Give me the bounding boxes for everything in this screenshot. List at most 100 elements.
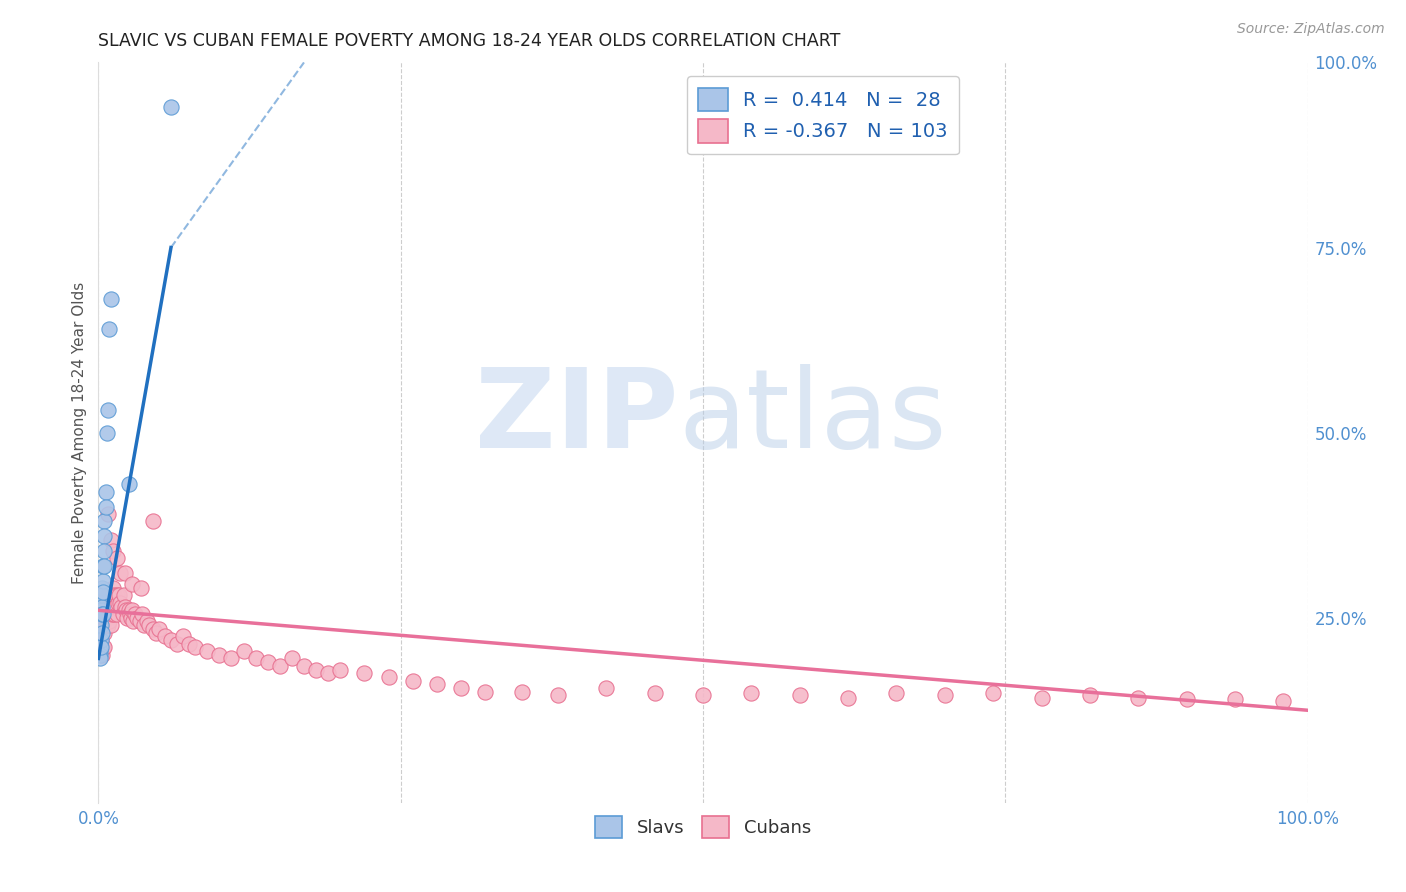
- Point: [138, 618, 160, 632]
- Point: [91, 648, 114, 662]
- Point: [91, 589, 114, 603]
- Point: [91, 607, 114, 621]
- Point: [91, 607, 114, 621]
- Point: [97, 589, 120, 603]
- Point: [1272, 693, 1295, 707]
- Point: [172, 629, 194, 643]
- Point: [450, 681, 472, 695]
- Point: [103, 589, 125, 603]
- Point: [91, 640, 114, 655]
- Point: [90, 632, 112, 647]
- Point: [135, 615, 157, 629]
- Point: [89, 651, 111, 665]
- Point: [129, 581, 152, 595]
- Point: [97, 403, 120, 417]
- Point: [134, 618, 156, 632]
- Point: [100, 618, 122, 632]
- Point: [837, 690, 859, 705]
- Point: [97, 603, 120, 617]
- Point: [107, 596, 129, 610]
- Point: [100, 589, 122, 603]
- Point: [101, 544, 124, 558]
- Point: [269, 658, 291, 673]
- Point: [97, 507, 120, 521]
- Point: [292, 658, 315, 673]
- Point: [94, 603, 117, 617]
- Point: [245, 651, 267, 665]
- Point: [89, 648, 111, 662]
- Point: [93, 558, 115, 573]
- Point: [97, 618, 120, 632]
- Legend: Slavs, Cubans: Slavs, Cubans: [588, 809, 818, 846]
- Point: [93, 610, 115, 624]
- Point: [111, 607, 134, 621]
- Point: [101, 581, 124, 595]
- Point: [101, 599, 124, 614]
- Point: [208, 648, 231, 662]
- Text: SLAVIC VS CUBAN FEMALE POVERTY AMONG 18-24 YEAR OLDS CORRELATION CHART: SLAVIC VS CUBAN FEMALE POVERTY AMONG 18-…: [98, 32, 841, 50]
- Point: [595, 681, 617, 695]
- Point: [131, 607, 153, 621]
- Point: [644, 686, 666, 700]
- Point: [1031, 690, 1053, 705]
- Point: [221, 651, 243, 665]
- Point: [96, 610, 118, 624]
- Point: [118, 477, 141, 491]
- Point: [114, 566, 136, 581]
- Point: [104, 599, 127, 614]
- Point: [353, 666, 375, 681]
- Point: [89, 644, 111, 658]
- Point: [94, 500, 117, 514]
- Y-axis label: Female Poverty Among 18-24 Year Olds: Female Poverty Among 18-24 Year Olds: [72, 282, 87, 583]
- Point: [91, 618, 114, 632]
- Point: [305, 663, 328, 677]
- Point: [281, 651, 304, 665]
- Point: [981, 686, 1004, 700]
- Point: [105, 607, 128, 621]
- Point: [91, 599, 114, 614]
- Point: [145, 625, 167, 640]
- Point: [103, 607, 125, 621]
- Point: [121, 577, 143, 591]
- Point: [105, 589, 128, 603]
- Point: [377, 670, 399, 684]
- Point: [184, 640, 207, 655]
- Point: [98, 615, 121, 629]
- Point: [93, 529, 115, 543]
- Point: [90, 603, 112, 617]
- Point: [128, 615, 150, 629]
- Point: [91, 574, 114, 588]
- Point: [117, 610, 139, 624]
- Point: [474, 685, 496, 699]
- Point: [100, 603, 122, 617]
- Point: [93, 544, 115, 558]
- Point: [122, 615, 145, 629]
- Text: ZIP: ZIP: [475, 364, 679, 471]
- Point: [100, 293, 122, 307]
- Point: [124, 607, 146, 621]
- Point: [256, 655, 278, 669]
- Point: [148, 622, 170, 636]
- Point: [316, 666, 339, 681]
- Point: [98, 322, 121, 336]
- Point: [98, 599, 121, 614]
- Point: [91, 584, 114, 599]
- Point: [1175, 692, 1198, 706]
- Point: [94, 484, 117, 499]
- Point: [90, 640, 112, 655]
- Point: [91, 581, 114, 595]
- Point: [120, 610, 142, 624]
- Point: [329, 663, 352, 677]
- Point: [118, 603, 141, 617]
- Point: [90, 632, 112, 647]
- Point: [91, 625, 114, 640]
- Point: [127, 610, 149, 624]
- Point: [1078, 689, 1101, 703]
- Point: [114, 599, 136, 614]
- Point: [153, 629, 176, 643]
- Point: [100, 607, 122, 621]
- Point: [93, 515, 115, 529]
- Point: [547, 689, 569, 703]
- Point: [96, 596, 118, 610]
- Point: [121, 603, 143, 617]
